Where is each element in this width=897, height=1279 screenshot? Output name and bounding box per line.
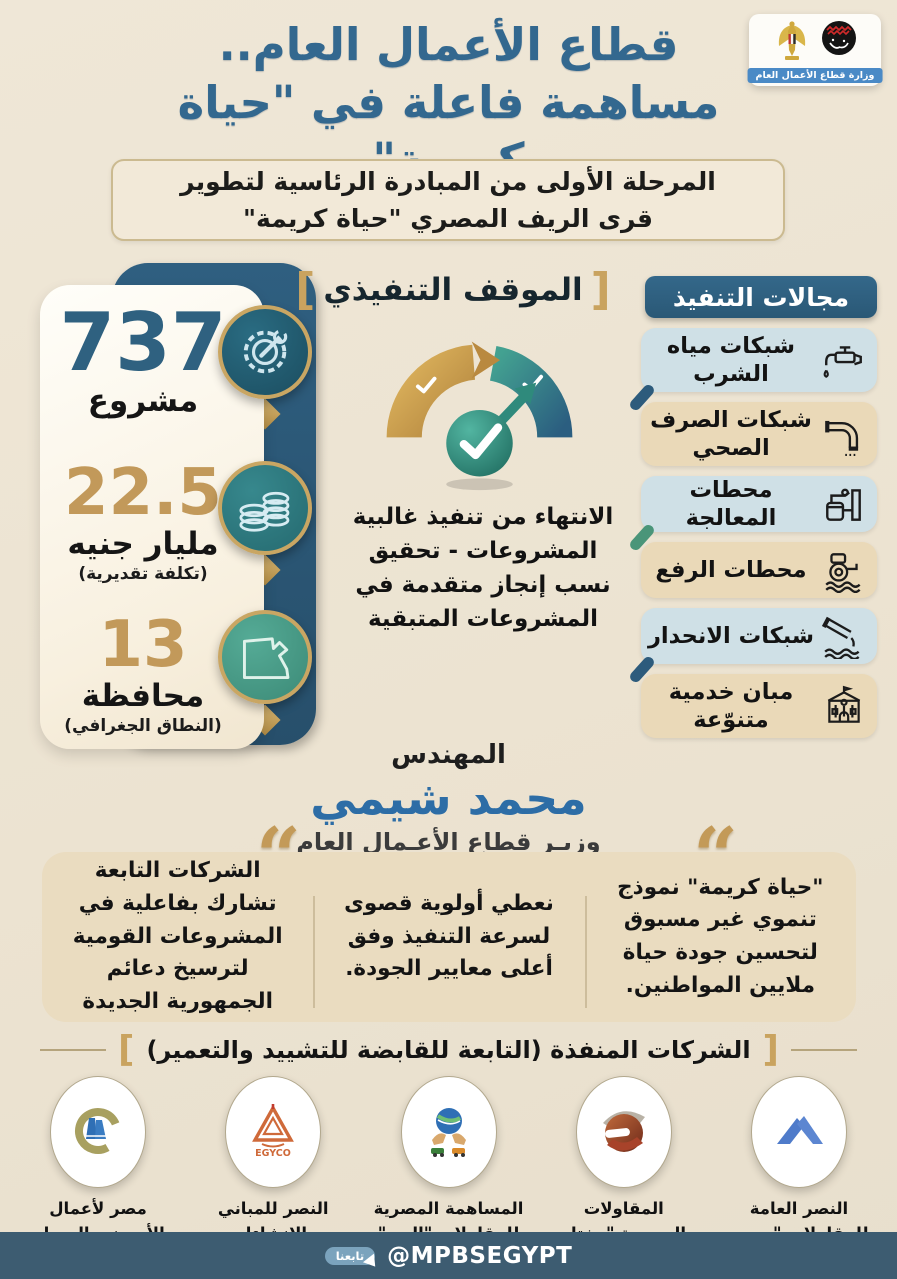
field-item-treatment-plants: محطات المعالجة [641, 476, 877, 532]
egypt-eagle-emblem-icon [778, 21, 806, 60]
coins-icon [218, 461, 312, 555]
initiative-subtitle-box: المرحلة الأولى من المبادرة الرئاسية لتطو… [111, 159, 785, 241]
stat-governorates: 13 محافظة (النطاق الجغرافي) [48, 608, 238, 736]
check-icon [459, 423, 503, 460]
companies-section-title: [ الشركات المنفذة (التابعة للقابضة للتشي… [40, 1029, 857, 1070]
ministry-ribbon: وزارة قطاع الأعمال العام [747, 68, 883, 83]
field-item-lift-stations: محطات الرفع [641, 542, 877, 598]
quote-text: نعطي أولوية قصوى لسرعة التنفيذ وفق أعلى … [344, 890, 554, 982]
quotes-box: “ “ "حياة كريمة" نموذج تنموي غير مسبوق ل… [42, 818, 856, 1022]
follow-badge: تابعنا [324, 1246, 386, 1276]
treatment-plant-icon [826, 488, 861, 521]
page-title-line1: قطاع الأعمال العام.. [218, 18, 679, 71]
stat-cost-value: 22.5 [64, 456, 222, 530]
stat-cost-note: (تكلفة تقديرية) [78, 563, 208, 584]
quote-text: الشركات التابعة تشارك بفاعلية في المشروع… [72, 858, 283, 1015]
subtitle-line2: قرى الريف المصري "حياة كريمة" [243, 204, 653, 233]
quote-item: الشركات التابعة تشارك بفاعلية في المشروع… [42, 852, 313, 1022]
stat-governorates-note: (النطاق الجغرافي) [64, 715, 222, 736]
stat-governorates-label: محافظة [81, 677, 205, 714]
field-item-label: محطات المعالجة [685, 476, 777, 531]
gauge-arrow-chevron [471, 341, 501, 379]
stat-projects-value: 737 [59, 296, 227, 389]
field-item-drinking-water: شبكات مياه الشرب [641, 328, 877, 392]
right-bracket-decoration: ] [762, 1029, 779, 1070]
gear-wrench-icon [218, 305, 312, 399]
status-caption: الانتهاء من تنفيذ غالبية المشروعات - تحق… [352, 504, 614, 633]
quote-mark-icon: “ [256, 811, 301, 902]
status-title-text: الموقف التنفيذي [323, 272, 583, 308]
title-rule [40, 1049, 106, 1052]
egypt-map-icon [218, 610, 312, 704]
status-section-title: [ الموقف التنفيذي ] [288, 264, 618, 316]
egyco-wordmark: EGYCO [255, 1148, 291, 1159]
left-bracket-decoration: [ [118, 1029, 135, 1070]
execution-fields-list: مجالات التنفيذ شبكات مياه الشرب شبكات ال… [627, 276, 877, 738]
ministry-logo-badge: وزارة قطاع الأعمال العام [747, 14, 883, 86]
misr-concrete-works-logo [50, 1076, 146, 1188]
lift-station-icon [825, 553, 861, 593]
stat-projects-label: مشروع [87, 383, 199, 419]
execution-gauge [386, 341, 573, 491]
execution-fields-header: مجالات التنفيذ [636, 276, 877, 318]
field-item-label: مبان خدمية متنوّعة [668, 678, 794, 733]
footer-bar: تابعنا @MPBSEGYPT [0, 1232, 897, 1279]
nasr-buildings-egyco-logo: EGYCO [225, 1076, 322, 1188]
nasr-general-contracting-logo [751, 1076, 847, 1188]
field-item-gravity-networks: شبكات الانحدار [641, 608, 877, 664]
field-item-label: شبكات الصرف الصحي [650, 406, 812, 461]
stat-cost-label: مليار جنيه [67, 525, 219, 562]
ministry-calligraphy-emblem-icon [822, 21, 856, 55]
stat-governorates-value: 13 [98, 608, 188, 682]
field-item-sewage-networks: شبكات الصرف الصحي [641, 402, 877, 466]
right-bracket-decoration: ] [590, 264, 611, 316]
growth-arrow-icon [514, 382, 537, 405]
minister-role: وزيـر قطاع الأعـمال العام [296, 828, 601, 856]
minister-block: المهندس محمد شيمي وزيـر قطاع الأعـمال ال… [0, 740, 897, 856]
companies-title-text: الشركات المنفذة (التابعة للقابضة للتشييد… [146, 1036, 751, 1065]
water-tap-icon [823, 346, 862, 378]
sewer-pipe-icon [825, 420, 859, 456]
egyptian-contracting-mokhtar-ibrahim-logo [575, 1076, 672, 1188]
subtitle-line1: المرحلة الأولى من المبادرة الرئاسية لتطو… [180, 166, 716, 196]
quote-item: نعطي أولوية قصوى لسرعة التنفيذ وفق أعلى … [313, 852, 584, 1022]
follow-label: تابعنا [335, 1248, 365, 1263]
gravity-network-icon [821, 616, 860, 659]
cursor-icon [363, 1253, 386, 1276]
quote-divider [585, 896, 587, 1008]
stat-cost: 22.5 مليار جنيه (تكلفة تقديرية) [48, 456, 238, 584]
minister-name: محمد شيمي [310, 771, 587, 825]
left-bracket-decoration: [ [295, 264, 316, 316]
egyptian-shareholding-elabd-logo [400, 1076, 497, 1188]
quote-mark-icon: “ [693, 811, 738, 902]
quote-text: "حياة كريمة" نموذج تنموي غير مسبوق لتحسي… [617, 874, 824, 998]
check-icon [415, 376, 437, 394]
field-item-label: محطات الرفع [655, 556, 807, 583]
company-nasr-general-contracting: النصر العامة للمقاولات "حسن علام" [715, 1076, 883, 1271]
field-item-label: شبكات الانحدار [647, 622, 815, 649]
quote-divider [313, 896, 315, 1008]
field-item-service-buildings: مبان خدمية متنوّعة [641, 674, 877, 738]
key-stats-card: 737 مشروع 22.5 مليار جنيه (تكلفة تقديرية… [40, 263, 316, 749]
minister-honorific: المهندس [391, 740, 506, 770]
field-item-label: شبكات مياه الشرب [666, 332, 796, 387]
quote-item: "حياة كريمة" نموذج تنموي غير مسبوق لتحسي… [585, 852, 856, 1022]
service-buildings-icon [827, 685, 861, 723]
stat-projects: 737 مشروع [48, 296, 238, 420]
title-rule [791, 1049, 857, 1052]
social-handle: @MPBSEGYPT [387, 1242, 573, 1269]
